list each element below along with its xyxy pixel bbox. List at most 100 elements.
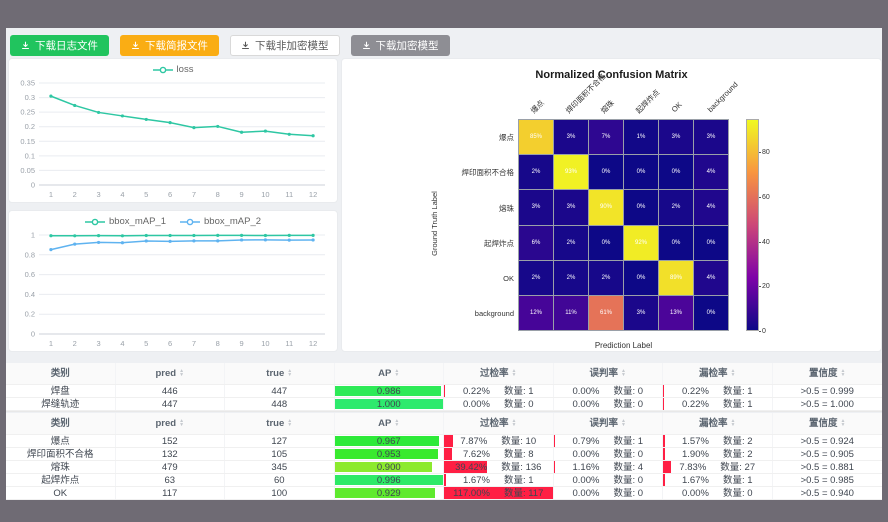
download-report-button[interactable]: 下载简报文件 [120, 35, 219, 56]
svg-text:0.05: 0.05 [20, 166, 35, 175]
column-header-7[interactable]: 置信度 ▲ ▼ [773, 363, 883, 384]
matrix-cell: 1% [624, 120, 658, 155]
svg-text:10: 10 [261, 190, 269, 199]
matrix-cell: 4% [694, 190, 728, 225]
column-header-5[interactable]: 误判率 ▲ ▼ [554, 363, 663, 384]
sort-icon: ▲ ▼ [394, 418, 400, 428]
table-row[interactable]: 焊盘 446 447 0.986 0.22% 数量: 1 0.00% 数量: 0 0.22% 数量… [6, 385, 882, 398]
ap-cell: 1.000 [334, 398, 444, 410]
matrix-cell: 0% [589, 155, 623, 190]
column-header-label: 置信度 [809, 367, 838, 379]
column-header-6[interactable]: 漏检率 ▲ ▼ [663, 413, 773, 434]
table-row[interactable]: 熔珠 479 345 0.900 39.42% 数量: 136 1.16% 数量: 4 7.83… [6, 461, 882, 474]
svg-text:7: 7 [192, 190, 196, 199]
download-icon [22, 41, 29, 50]
overdetect-cell: 1.67% 数量: 1 [444, 474, 554, 486]
column-header-6[interactable]: 漏检率 ▲ ▼ [663, 363, 773, 384]
rate-bar [444, 487, 553, 499]
rate-count: 数量: 0 [613, 386, 643, 397]
column-header-4[interactable]: 过检率 ▲ ▼ [444, 413, 554, 434]
rate-count: 数量: 1 [722, 475, 753, 486]
svg-text:5: 5 [144, 339, 148, 348]
sort-icon: ▲ ▼ [179, 418, 185, 428]
column-header-label: 过检率 [480, 417, 509, 429]
table-row[interactable]: 焊缝轨迹 447 448 1.000 0.00% 数量: 0 0.00% 数量: 0 0.22%… [6, 398, 882, 411]
matrix-cell: 6% [519, 225, 553, 260]
true-cell: 447 [225, 385, 335, 397]
ap-cell: 0.986 [334, 385, 444, 397]
svg-text:1: 1 [49, 190, 53, 199]
ap-value: 0.986 [376, 386, 401, 397]
column-header-label: 误判率 [589, 417, 619, 429]
svg-text:6: 6 [168, 190, 172, 199]
matrix-cell: 2% [554, 260, 588, 295]
column-header-1[interactable]: pred ▲ ▼ [116, 363, 225, 384]
missdetect-cell: 0.00% 数量: 0 [663, 487, 773, 499]
column-header-7[interactable]: 置信度 ▲ ▼ [773, 413, 883, 434]
column-header-3[interactable]: AP ▲ ▼ [335, 363, 444, 384]
table-row[interactable]: 爆点 152 127 0.967 7.87% 数量: 10 0.79% 数量: 1 1.57% 数… [6, 435, 882, 448]
column-header-1[interactable]: pred ▲ ▼ [116, 413, 225, 434]
ap-value: 0.996 [376, 475, 401, 486]
column-header-2[interactable]: true ▲ ▼ [225, 413, 335, 434]
download-encrypted-model-button[interactable]: 下载加密模型 [350, 35, 450, 56]
confusion-matrix-ylabel: Ground Truth Label [429, 191, 439, 256]
matrix-cell: 2% [659, 190, 693, 225]
rate-bar [444, 461, 487, 473]
svg-text:2: 2 [73, 190, 77, 199]
matrix-row-label: 起焊炸点 [484, 239, 514, 249]
confidence-cell: >0.5 = 0.999 [800, 386, 854, 397]
matrix-cell: 3% [694, 120, 728, 155]
confidence-cell: >0.5 = 1.000 [800, 399, 854, 410]
confusion-matrix-title: Normalized Confusion Matrix [535, 69, 688, 81]
legend-item-bbox_mAP_1[interactable]: bbox_mAP_1 [84, 216, 166, 227]
column-header-4[interactable]: 过检率 ▲ ▼ [444, 363, 554, 384]
column-header-5[interactable]: 误判率 ▲ ▼ [554, 413, 663, 434]
rate-count: 数量: 2 [722, 436, 753, 447]
ap-bar [334, 488, 436, 498]
column-header-2[interactable]: true ▲ ▼ [225, 363, 335, 384]
matrix-cell: 12% [519, 295, 553, 330]
svg-text:4: 4 [120, 190, 124, 199]
table-row[interactable]: OK 117 100 0.929 117.00% 数量: 117 0.00% 数量: 0 0.0… [6, 487, 882, 500]
overdetect-cell: 0.22% 数量: 1 [444, 385, 554, 397]
true-cell: 345 [225, 461, 335, 473]
pred-cell: 152 [116, 435, 225, 447]
class-cell: 熔珠 [6, 461, 116, 473]
pred-cell: 479 [116, 461, 225, 473]
table-row[interactable]: 焊印面积不合格 132 105 0.953 7.62% 数量: 8 0.00% 数量: 0 1.… [6, 448, 882, 461]
matrix-cell: 3% [624, 295, 658, 330]
ap-bar [334, 475, 443, 485]
matrix-cell: 0% [624, 190, 658, 225]
matrix-row-label: 熔珠 [499, 203, 514, 213]
overdetect-cell: 39.42% 数量: 136 [444, 461, 554, 473]
column-header-label: AP [378, 417, 392, 429]
svg-text:0.8: 0.8 [25, 250, 35, 259]
ap-bar [334, 449, 438, 459]
legend-item-bbox_mAP_2[interactable]: bbox_mAP_2 [180, 216, 261, 227]
rate-percent: 0.22% [682, 399, 709, 410]
download-icon [362, 41, 370, 50]
matrix-col-label: OK [669, 99, 684, 114]
sort-icon: ▲ ▼ [179, 368, 185, 378]
download-plain-model-button[interactable]: 下载非加密模型 [230, 35, 340, 56]
svg-text:9: 9 [239, 339, 243, 348]
legend-line-marker-icon [84, 218, 105, 225]
rate-bar [444, 448, 453, 460]
rate-percent: 0.22% [463, 386, 490, 397]
download-log-button[interactable]: 下载日志文件 [10, 35, 109, 56]
svg-text:2: 2 [73, 339, 77, 348]
rate-percent: 7.83% [679, 462, 707, 473]
svg-text:12: 12 [309, 339, 317, 348]
rate-percent: 0.00% [572, 386, 600, 397]
overdetect-cell: 7.87% 数量: 10 [444, 435, 554, 447]
confidence-cell: >0.5 = 0.881 [800, 462, 854, 473]
column-header-3[interactable]: AP ▲ ▼ [335, 413, 444, 434]
rate-count: 数量: 1 [503, 386, 534, 397]
ap-value: 0.967 [376, 436, 401, 447]
legend-item-loss[interactable]: loss [152, 64, 193, 75]
table-row[interactable]: 起焊炸点 63 60 0.996 1.67% 数量: 1 0.00% 数量: 0 1.67% 数量… [6, 474, 882, 487]
download-encrypted-model-label: 下载加密模型 [375, 40, 439, 52]
class-cell: 焊缝轨迹 [6, 398, 116, 410]
sort-icon: ▲ ▼ [621, 368, 626, 378]
